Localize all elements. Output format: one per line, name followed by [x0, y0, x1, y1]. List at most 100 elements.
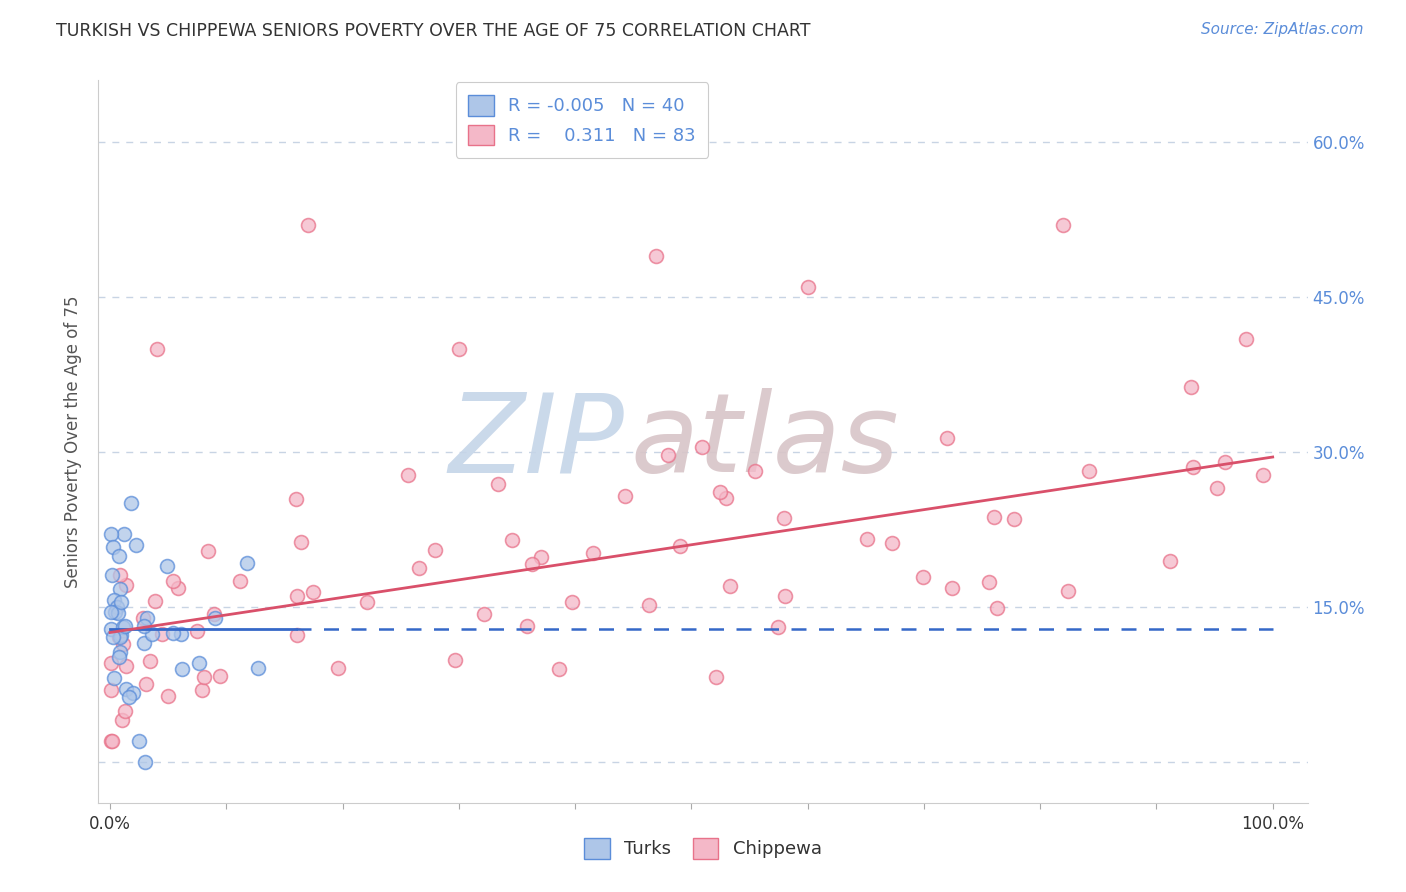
- Point: [197, 544, 219, 558]
- Point: [191, 683, 214, 698]
- Point: [718, 579, 741, 593]
- Point: [114, 704, 136, 718]
- Point: [520, 557, 543, 571]
- Point: [709, 484, 731, 499]
- Point: [105, 600, 128, 615]
- Point: [302, 584, 325, 599]
- Point: [104, 605, 127, 619]
- Point: [110, 628, 132, 642]
- Point: [1206, 481, 1229, 495]
- Point: [162, 626, 184, 640]
- Point: [766, 620, 789, 634]
- Point: [1057, 584, 1080, 599]
- Text: TURKISH VS CHIPPEWA SENIORS POVERTY OVER THE AGE OF 75 CORRELATION CHART: TURKISH VS CHIPPEWA SENIORS POVERTY OVER…: [56, 22, 811, 40]
- Point: [1052, 218, 1074, 232]
- Point: [516, 619, 538, 633]
- Point: [108, 582, 131, 597]
- Point: [773, 589, 796, 603]
- Point: [141, 627, 163, 641]
- Point: [396, 468, 419, 483]
- Point: [668, 539, 690, 553]
- Point: [188, 657, 211, 671]
- Point: [132, 636, 155, 650]
- Point: [100, 605, 122, 619]
- Point: [114, 658, 136, 673]
- Point: [110, 630, 132, 644]
- Point: [1180, 380, 1202, 394]
- Point: [100, 527, 122, 541]
- Point: [297, 218, 319, 232]
- Point: [290, 534, 312, 549]
- Point: [170, 627, 193, 641]
- Point: [714, 491, 737, 505]
- Point: [912, 570, 935, 584]
- Point: [114, 619, 136, 633]
- Point: [136, 611, 159, 625]
- Point: [124, 538, 146, 552]
- Point: [474, 607, 496, 621]
- Point: [645, 249, 668, 263]
- Point: [111, 713, 134, 727]
- Point: [135, 677, 157, 691]
- Point: [614, 489, 637, 503]
- Point: [167, 581, 190, 595]
- Point: [108, 650, 131, 665]
- Point: [115, 682, 138, 697]
- Point: [103, 593, 125, 607]
- Point: [111, 620, 134, 634]
- Point: [107, 606, 129, 620]
- Point: [103, 630, 125, 644]
- Y-axis label: Seniors Poverty Over the Age of 75: Seniors Poverty Over the Age of 75: [65, 295, 83, 588]
- Point: [100, 734, 122, 748]
- Point: [882, 536, 904, 550]
- Text: atlas: atlas: [630, 388, 898, 495]
- Point: [561, 595, 583, 609]
- Point: [172, 662, 194, 676]
- Point: [530, 549, 553, 564]
- Point: [110, 595, 132, 609]
- Point: [157, 690, 180, 704]
- Point: [101, 568, 124, 582]
- Point: [1002, 512, 1025, 526]
- Point: [247, 661, 270, 675]
- Point: [408, 561, 430, 575]
- Point: [100, 622, 122, 636]
- Point: [186, 624, 208, 638]
- Point: [236, 557, 259, 571]
- Point: [128, 734, 150, 748]
- Point: [101, 734, 124, 748]
- Point: [704, 670, 727, 684]
- Point: [285, 492, 308, 507]
- Point: [983, 510, 1005, 524]
- Point: [979, 574, 1001, 589]
- Point: [855, 532, 877, 546]
- Point: [287, 628, 309, 642]
- Point: [120, 496, 142, 510]
- Point: [139, 654, 162, 668]
- Point: [108, 645, 131, 659]
- Point: [202, 607, 225, 621]
- Point: [285, 589, 308, 603]
- Point: [501, 533, 523, 547]
- Point: [1077, 465, 1099, 479]
- Point: [773, 511, 796, 525]
- Point: [162, 574, 184, 588]
- Point: [1251, 467, 1274, 482]
- Point: [108, 549, 131, 563]
- Point: [155, 558, 177, 573]
- Legend: Turks, Chippewa: Turks, Chippewa: [578, 830, 828, 866]
- Point: [1215, 455, 1237, 469]
- Point: [112, 527, 135, 541]
- Point: [229, 574, 252, 588]
- Point: [796, 279, 818, 293]
- Point: [941, 582, 963, 596]
- Point: [744, 464, 766, 478]
- Point: [690, 440, 713, 454]
- Point: [103, 672, 125, 686]
- Point: [100, 656, 122, 670]
- Point: [112, 637, 135, 651]
- Point: [204, 611, 226, 625]
- Point: [100, 682, 122, 697]
- Point: [582, 546, 605, 560]
- Point: [110, 568, 132, 582]
